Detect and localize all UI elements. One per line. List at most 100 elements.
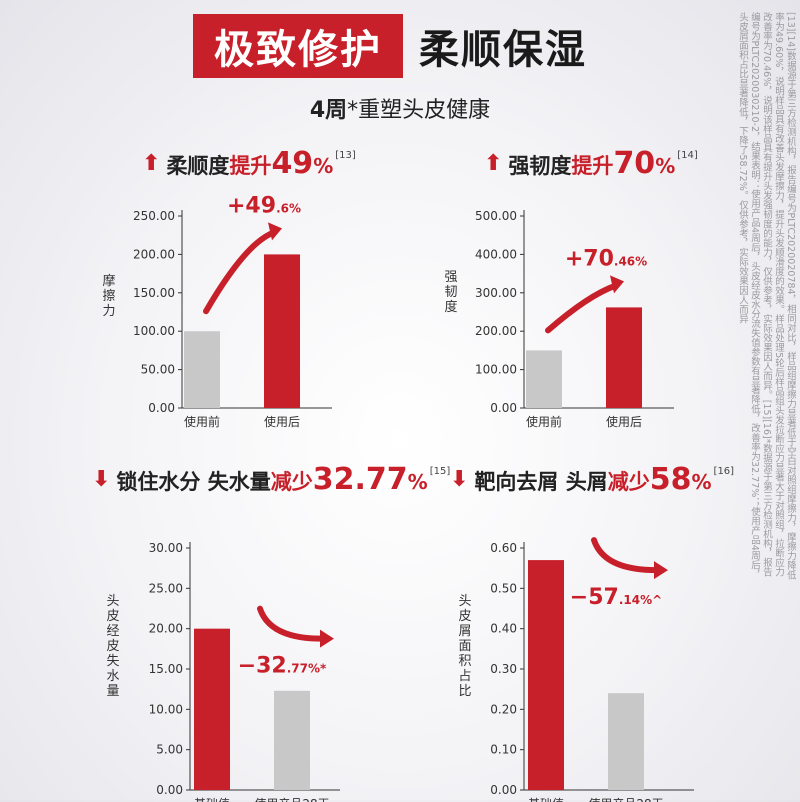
y-axis-label: 强韧度 bbox=[444, 270, 458, 315]
trend-arrow-head bbox=[268, 222, 282, 241]
bar bbox=[194, 628, 230, 790]
title-ref: [14] bbox=[677, 150, 698, 161]
title-pre: 强韧度 bbox=[508, 154, 572, 178]
y-axis-label: 摩擦力 bbox=[102, 274, 116, 319]
x-tick-label: 使用前 bbox=[526, 414, 562, 429]
x-tick-label: 使用产品28天 bbox=[254, 796, 329, 802]
change-label-part: ^ bbox=[652, 593, 662, 607]
y-tick-label: 25.00 bbox=[149, 581, 183, 595]
change-label: −57.14%^ bbox=[570, 585, 662, 610]
panel-title: ⬇ 锁住水分 失水量 减少 32.77 % [15] bbox=[92, 462, 450, 497]
subtitle-weeks: 4周 bbox=[309, 98, 348, 123]
title-number: 70 bbox=[613, 146, 656, 181]
change-label-part: +70 bbox=[565, 246, 614, 271]
trend-arrow-head bbox=[654, 561, 668, 580]
title-number: 58 bbox=[649, 462, 692, 497]
trend-arrow-head bbox=[320, 629, 334, 648]
x-tick-label: 使用后 bbox=[606, 414, 642, 429]
y-tick-label: 200.00 bbox=[133, 247, 175, 261]
change-label-part: .77% bbox=[287, 662, 320, 676]
x-tick-label: 使用前 bbox=[184, 414, 220, 429]
up-arrow-icon: ⬆ bbox=[142, 150, 161, 176]
change-label: −32.77%* bbox=[238, 654, 327, 679]
change-label-part: * bbox=[320, 662, 327, 676]
change-label-part: +49 bbox=[227, 193, 276, 218]
y-tick-label: 250.00 bbox=[133, 209, 175, 223]
subtitle-text: 重塑头皮健康 bbox=[358, 98, 491, 123]
y-tick-label: 0.40 bbox=[490, 622, 517, 636]
y-tick-label: 0.00 bbox=[490, 401, 517, 415]
title-pre: 靶向去屑 头屑 bbox=[474, 470, 608, 494]
panel-title: ⬆ 强韧度 提升 70 % [14] bbox=[484, 146, 698, 181]
bar bbox=[608, 693, 644, 790]
y-tick-label: 20.00 bbox=[149, 622, 183, 636]
change-label-part: .46% bbox=[614, 254, 647, 268]
y-tick-label: 150.00 bbox=[133, 286, 175, 300]
title-keyword: 减少 bbox=[270, 470, 313, 494]
x-tick-label: 基础值 bbox=[194, 796, 230, 802]
y-tick-label: 0.00 bbox=[148, 401, 175, 415]
title-percent: % bbox=[655, 154, 676, 178]
header: 极致修护 柔顺保湿 bbox=[0, 14, 800, 80]
y-tick-label: 50.00 bbox=[141, 363, 175, 377]
title-percent: % bbox=[407, 470, 428, 494]
y-tick-label: 0.30 bbox=[490, 662, 517, 676]
bar bbox=[274, 690, 310, 790]
panel-smoothness: ⬆ 柔顺度 提升 49 % [13] 摩擦力 0.00 50.00 100.00 15… bbox=[102, 146, 522, 476]
title-keyword: 提升 bbox=[229, 154, 272, 178]
bar bbox=[184, 331, 220, 408]
title-keyword: 提升 bbox=[571, 154, 614, 178]
y-axis-label: 头皮屑面积占比 bbox=[458, 594, 472, 699]
y-tick-label: 10.00 bbox=[149, 702, 183, 716]
down-arrow-icon: ⬇ bbox=[450, 466, 469, 492]
y-tick-label: 500.00 bbox=[475, 209, 517, 223]
panel-moisture: ⬇ 锁住水分 失水量 减少 32.77 % [15] 头皮经皮失水量 0.00 5… bbox=[92, 462, 472, 802]
y-tick-label: 400.00 bbox=[475, 247, 517, 261]
trend-arrow bbox=[203, 229, 277, 315]
y-tick-label: 0.20 bbox=[490, 702, 517, 716]
panel-title: ⬆ 柔顺度 提升 49 % [13] bbox=[142, 146, 356, 181]
trend-arrow-head bbox=[610, 275, 624, 294]
bar bbox=[606, 307, 642, 408]
title-pre: 锁住水分 失水量 bbox=[116, 470, 271, 494]
y-tick-label: 100.00 bbox=[133, 324, 175, 338]
trend-arrow bbox=[257, 605, 325, 642]
change-label-part: −57 bbox=[570, 585, 619, 610]
title-ref: [16] bbox=[713, 466, 735, 477]
subtitle: 4周*重塑头皮健康 bbox=[0, 92, 800, 124]
bar bbox=[264, 254, 300, 408]
change-label-part: .6% bbox=[276, 201, 301, 215]
title-number: 32.77 bbox=[312, 462, 408, 497]
change-label-part: −32 bbox=[238, 654, 287, 679]
side-note: [13][14]数据源于第三方检测机构，报告编号为PLTC2020020784，… bbox=[737, 12, 796, 580]
trend-arrow bbox=[591, 537, 659, 574]
bar-chart: 0.00 100.00 200.00 300.00 400.00 500.00 使用前 使用后… bbox=[475, 209, 674, 429]
bar bbox=[528, 560, 564, 790]
y-tick-label: 0.50 bbox=[490, 581, 517, 595]
change-label: +70.46% bbox=[565, 246, 647, 271]
y-tick-label: 5.00 bbox=[156, 743, 183, 757]
change-label-part: .14% bbox=[619, 593, 652, 607]
title-pre: 柔顺度 bbox=[166, 154, 230, 178]
change-label: +49.6% bbox=[227, 193, 301, 218]
y-tick-label: 15.00 bbox=[149, 662, 183, 676]
y-axis-label: 头皮经皮失水量 bbox=[106, 594, 120, 699]
y-tick-label: 30.00 bbox=[149, 541, 183, 555]
bar-chart: 0.00 50.00 100.00 150.00 200.00 250.00 使用前 使用后 +… bbox=[133, 193, 332, 429]
bar-chart: 0.00 0.10 0.20 0.30 0.40 0.50 0.60 基础值 使用产品28天 −5… bbox=[490, 537, 694, 802]
panel-title: ⬇ 靶向去屑 头屑 减少 58 % [16] bbox=[450, 462, 735, 497]
title-number: 49 bbox=[271, 146, 314, 181]
up-arrow-icon: ⬆ bbox=[484, 150, 503, 176]
y-tick-label: 300.00 bbox=[475, 286, 517, 300]
title-percent: % bbox=[691, 470, 712, 494]
panel-dandruff: ⬇ 靶向去屑 头屑 减少 58 % [16] 头皮屑面积占比 0.00 0.10 0… bbox=[450, 462, 800, 802]
y-tick-label: 0.10 bbox=[490, 743, 517, 757]
subtitle-mark: * bbox=[347, 98, 359, 123]
y-tick-label: 100.00 bbox=[475, 363, 517, 377]
y-tick-label: 0.00 bbox=[490, 783, 517, 797]
bar-chart: 0.00 5.00 10.00 15.00 20.00 25.00 30.00 基础值 使用产品… bbox=[149, 541, 340, 802]
x-tick-label: 使用后 bbox=[264, 414, 300, 429]
title-percent: % bbox=[313, 154, 334, 178]
title-left: 极致修护 bbox=[193, 14, 403, 78]
x-tick-label: 基础值 bbox=[528, 796, 564, 802]
